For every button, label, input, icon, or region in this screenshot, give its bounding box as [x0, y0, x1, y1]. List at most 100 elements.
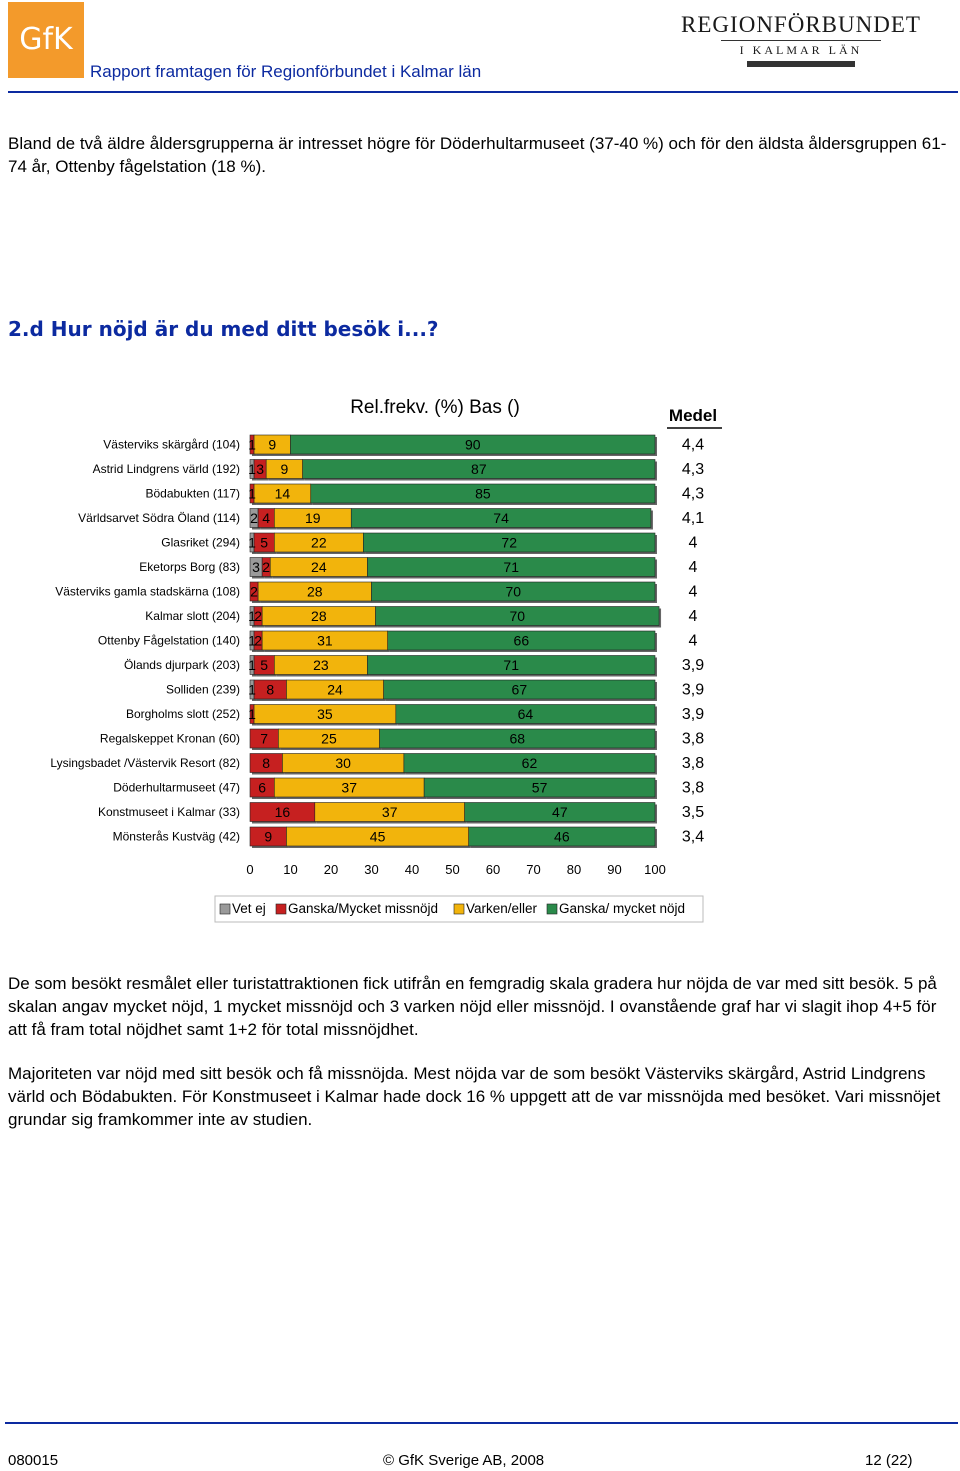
medel-value-8: 4: [689, 633, 698, 650]
value-label-ganska-mycket-missn-jd-16: 9: [264, 829, 272, 845]
value-label-ganska-mycket-n-jd-6: 70: [505, 584, 521, 600]
value-label-vet-ej-9: 1: [248, 657, 256, 673]
x-tick-90: 90: [607, 862, 621, 877]
medel-value-11: 3,9: [682, 706, 704, 723]
medel-value-5: 4: [689, 559, 698, 576]
value-label-varken-eller-1: 9: [281, 461, 289, 477]
category-label-eketorps-borg-83: Eketorps Borg (83): [139, 560, 240, 574]
bar-ganska-mycket-n-jd-13: [403, 753, 656, 773]
bar-ganska-mycket-n-jd-6: [371, 581, 656, 602]
gfk-logo-text: GfK: [19, 22, 73, 57]
value-label-vet-ej-7: 1: [248, 608, 256, 624]
x-tick-40: 40: [405, 862, 419, 877]
value-label-ganska-mycket-n-jd-1: 87: [471, 461, 487, 477]
value-label-ganska-mycket-missn-jd-10: 8: [266, 682, 274, 698]
value-label-ganska-mycket-n-jd-11: 64: [518, 706, 534, 722]
bar-ganska-mycket-n-jd-10: [383, 679, 656, 700]
category-label-lysingsbadet-v-stervik-resort-82: Lysingsbadet /Västervik Resort (82): [50, 756, 240, 770]
value-label-ganska-mycket-missn-jd-15: 16: [275, 804, 291, 820]
section-heading: 2.d Hur nöjd är du med ditt besök i...?: [8, 317, 439, 341]
value-label-ganska-mycket-missn-jd-12: 7: [260, 731, 268, 747]
value-label-varken-eller-13: 30: [335, 755, 351, 771]
value-label-ganska-mycket-n-jd-14: 57: [532, 780, 548, 796]
medel-value-4: 4: [689, 535, 698, 552]
chart-title: Rel.frekv. (%) Bas (): [350, 397, 520, 418]
value-label-varken-eller-5: 24: [311, 559, 327, 575]
value-label-varken-eller-0: 9: [268, 437, 276, 453]
medel-value-14: 3,8: [682, 780, 704, 797]
value-label-varken-eller-7: 28: [311, 608, 327, 624]
x-tick-30: 30: [364, 862, 378, 877]
value-label-ganska-mycket-missn-jd-7: 2: [254, 608, 262, 624]
value-label-ganska-mycket-n-jd-12: 68: [510, 731, 526, 747]
value-label-ganska-mycket-missn-jd-14: 6: [258, 780, 266, 796]
value-label-vet-ej-4: 1: [248, 535, 256, 551]
medel-value-7: 4: [689, 608, 698, 625]
medel-values: 4,4 4,3 4,3 4,1 4 4 4 4 4 3,9 3,9 3,9 3,8 3,8 3,8 3,5 3,…: [682, 437, 704, 846]
legend-label-varken-eller: Varken/eller: [466, 901, 538, 916]
medel-value-12: 3,8: [682, 731, 704, 748]
intro-paragraph: Bland de två äldre åldersgrupperna är in…: [8, 134, 947, 176]
category-label-d-derhultarmuseet-47: Döderhultarmuseet (47): [113, 781, 240, 795]
bar-ganska-mycket-n-jd-2: [310, 483, 656, 504]
value-label-ganska-mycket-n-jd-15: 47: [552, 804, 568, 820]
value-label-varken-eller-9: 23: [313, 657, 329, 673]
value-label-vet-ej-10: 1: [248, 682, 256, 698]
x-tick-0: 0: [246, 862, 253, 877]
legend-swatch-vet-ej: [219, 903, 231, 915]
value-label-ganska-mycket-n-jd-16: 46: [554, 829, 570, 845]
value-label-ganska-mycket-missn-jd-8: 2: [254, 633, 262, 649]
bars-group: [249, 434, 662, 848]
bar-ganska-mycket-n-jd-9: [367, 655, 656, 675]
x-axis-ticks: 0 10 20 30 40 50 60 70 80 90 100: [246, 862, 665, 877]
x-tick-50: 50: [445, 862, 459, 877]
value-label-ganska-mycket-n-jd-5: 71: [503, 559, 519, 575]
legend-label-ganska-mycket-n-jd: Ganska/ mycket nöjd: [559, 901, 685, 916]
satisfaction-chart: Rel.frekv. (%) Bas () Medel Västerviks s…: [0, 390, 960, 930]
category-label-solliden-239: Solliden (239): [166, 683, 240, 697]
x-tick-10: 10: [283, 862, 297, 877]
value-label-varken-eller-4: 22: [311, 535, 327, 551]
medel-value-9: 3,9: [682, 657, 704, 674]
bar-ganska-mycket-n-jd-0: [290, 434, 656, 455]
chart-legend: Vet ej Ganska/Mycket missnöjd Varken/eller…: [214, 895, 704, 923]
medel-value-3: 4,1: [682, 510, 704, 527]
bar-ganska-mycket-n-jd-4: [363, 532, 656, 553]
value-label-ganska-mycket-n-jd-8: 66: [514, 633, 530, 649]
bar-ganska-mycket-n-jd-5: [367, 557, 656, 577]
value-label-ganska-mycket-missn-jd-6: 2: [250, 584, 258, 600]
value-label-ganska-mycket-n-jd-3: 74: [493, 510, 509, 526]
category-label-m-nster-s-kustv-g-42: Mönsterås Kustväg (42): [113, 830, 240, 844]
chart-svg: Rel.frekv. (%) Bas () Medel Västerviks s…: [50, 397, 722, 923]
value-label-vet-ej-5: 3: [252, 559, 260, 575]
regionforbundet-logo-subtitle: I KALMAR LÄN: [739, 43, 863, 57]
value-label-ganska-mycket-n-jd-9: 71: [503, 657, 519, 673]
value-label-ganska-mycket-n-jd-10: 67: [512, 682, 528, 698]
category-label-kalmar-slott-204: Kalmar slott (204): [145, 609, 240, 623]
bar-ganska-mycket-n-jd-8: [387, 630, 656, 651]
x-tick-70: 70: [526, 862, 540, 877]
bar-ganska-mycket-n-jd-3: [350, 508, 652, 528]
category-label-lands-djurpark-203: Ölands djurpark (203): [124, 658, 240, 672]
bar-ganska-mycket-n-jd-15: [464, 802, 656, 822]
value-label-ganska-mycket-n-jd-4: 72: [501, 535, 517, 551]
medel-value-1: 4,3: [682, 461, 704, 478]
medel-value-16: 3,4: [682, 829, 704, 846]
value-label-ganska-mycket-n-jd-13: 62: [522, 755, 538, 771]
footer-page-number: 12 (22): [865, 1452, 913, 1469]
value-label-varken-eller-2: 14: [275, 486, 291, 502]
value-label-varken-eller-11: 35: [317, 706, 333, 722]
value-label-vet-ej-1: 1: [248, 461, 256, 477]
category-label-b-dabukten-117: Bödabukten (117): [145, 487, 240, 501]
value-label-ganska-mycket-missn-jd-9: 5: [260, 657, 268, 673]
value-label-ganska-mycket-missn-jd-0: 1: [248, 437, 256, 453]
category-label-glasriket-294: Glasriket (294): [161, 536, 240, 550]
bar-ganska-mycket-n-jd-7: [375, 606, 660, 626]
legend-swatch-varken-eller: [453, 903, 465, 915]
value-label-varken-eller-14: 37: [341, 780, 357, 796]
value-label-vet-ej-3: 2: [250, 510, 258, 526]
medel-value-13: 3,8: [682, 755, 704, 772]
value-label-ganska-mycket-missn-jd-1: 3: [256, 461, 264, 477]
bar-ganska-mycket-n-jd-12: [379, 728, 656, 749]
report-title: Rapport framtagen för Regionförbundet i …: [90, 62, 482, 81]
